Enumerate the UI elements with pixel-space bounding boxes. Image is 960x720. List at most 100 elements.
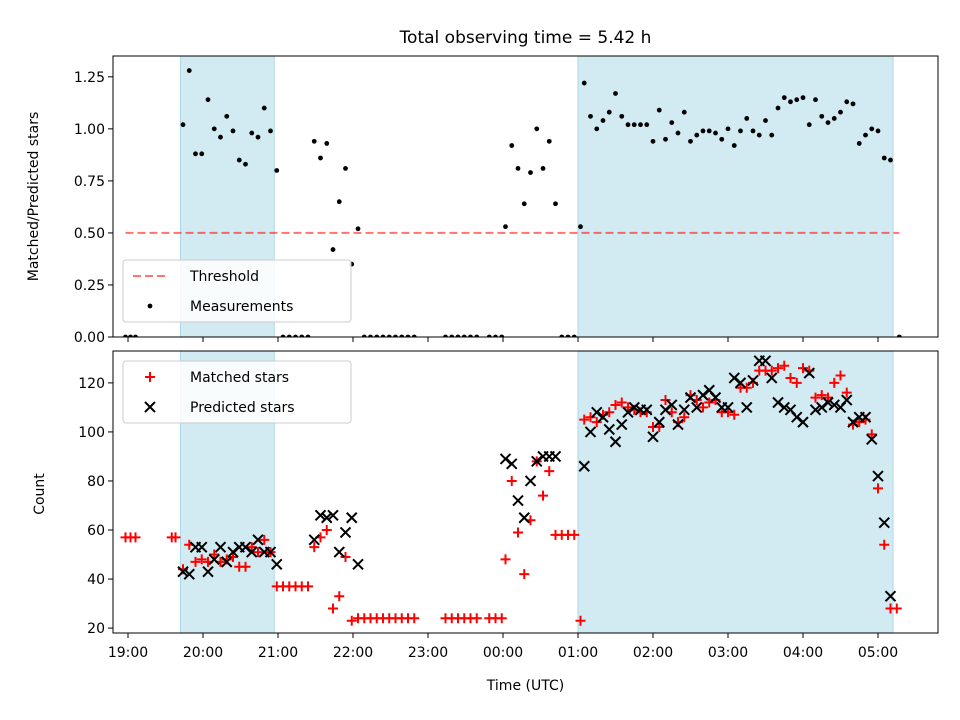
measurement-point [305, 334, 311, 337]
predicted-star-point [803, 367, 815, 379]
measurement-point [399, 334, 405, 337]
measurement-point [443, 334, 448, 337]
measurement-point [268, 128, 273, 134]
predicted-star-point [196, 541, 208, 553]
bottom-legend: Matched stars Predicted stars [122, 360, 352, 424]
matched-star-point [544, 466, 555, 477]
matched-star-point [660, 395, 671, 406]
top-y-tick-label: 0.00 [74, 330, 105, 346]
chart-title: Total observing time = 5.42 h [399, 28, 652, 48]
legend-label: Threshold [189, 269, 259, 285]
measurement-point [725, 126, 731, 132]
measurement-point [738, 128, 743, 134]
x-tick-label: 19:00 [108, 645, 148, 661]
measurement-point [559, 334, 565, 337]
predicted-star-point [722, 401, 734, 414]
measurement-point [694, 132, 700, 138]
measurement-point [581, 80, 587, 86]
x-axis-label: Time (UTC) [486, 678, 564, 694]
measurement-point [756, 132, 762, 138]
measurement-point [775, 105, 781, 111]
predicted-star-point [549, 450, 562, 463]
measurement-point [819, 113, 825, 119]
measurement-point [631, 122, 637, 128]
matched-star-point [228, 551, 238, 562]
matched-star-point [190, 556, 201, 567]
measurement-point [719, 136, 725, 142]
predicted-star-point [841, 394, 853, 406]
matched-star-point [253, 547, 263, 558]
measurement-point [588, 113, 593, 119]
predicted-star-point [321, 512, 333, 524]
measurement-point [750, 128, 756, 134]
predicted-star-point [672, 418, 684, 431]
matched-star-point [791, 377, 802, 388]
matched-star-point [854, 417, 865, 428]
predicted-star-point [684, 391, 697, 404]
measurement-point [546, 138, 552, 144]
matched-star-point [328, 603, 338, 614]
matched-star-point [785, 372, 796, 383]
bottom-shaded-interval [577, 351, 894, 633]
measurement-point [336, 199, 342, 205]
measurement-point [571, 334, 577, 337]
top-y-tick-label: 0.75 [74, 174, 105, 190]
measurement-point [361, 334, 367, 337]
top-y-tick-label: 1.25 [74, 70, 105, 86]
x-tick-label: 03:00 [708, 645, 748, 661]
measurement-point [875, 128, 881, 134]
bottom-y-tick-label: 20 [87, 621, 105, 637]
matched-star-point [334, 591, 345, 602]
predicted-star-point [747, 374, 759, 387]
measurement-point [663, 136, 668, 142]
matched-star-point [585, 412, 596, 423]
measurement-point [280, 334, 286, 337]
predicted-star-point [271, 558, 283, 571]
predicted-star-point [597, 411, 609, 423]
measurement-point [606, 109, 612, 115]
matched-star-point [616, 397, 627, 408]
legend-predicted-swatch [144, 401, 156, 413]
predicted-star-point [246, 546, 258, 558]
top-shaded-interval [577, 56, 894, 337]
predicted-star-point [221, 556, 233, 568]
measurement-point [374, 334, 380, 337]
predicted-star-point [346, 512, 358, 524]
matched-star-point [240, 561, 251, 572]
predicted-star-point [641, 404, 653, 416]
matched-star-point [569, 529, 580, 540]
measurement-point [806, 122, 812, 128]
predicted-star-point [584, 426, 597, 438]
measurement-point [613, 91, 618, 96]
predicted-star-point [678, 404, 690, 416]
matched-star-point [538, 490, 548, 501]
bottom-axes-frame [112, 350, 939, 634]
measurement-point [700, 128, 706, 134]
measurement-point [534, 126, 540, 132]
measurement-point [286, 334, 292, 337]
matched-star-point [704, 397, 715, 408]
x-tick-label: 20:00 [183, 645, 223, 661]
predicted-star-point [308, 534, 320, 546]
measurement-point [856, 141, 862, 146]
measurement-point [706, 128, 712, 134]
measurement-point [455, 334, 461, 337]
measurement-point [675, 130, 681, 136]
top-plot-area [123, 56, 902, 337]
matched-star-point [698, 402, 708, 413]
predicted-star-point [759, 355, 772, 367]
measurement-point [515, 166, 521, 171]
matched-star-point [303, 581, 313, 592]
measurement-point [769, 132, 775, 138]
matched-star-point [779, 360, 790, 371]
matched-star-point [575, 615, 586, 626]
measurement-point [763, 118, 768, 123]
measurement-point [243, 161, 248, 167]
matched-star-point [879, 539, 890, 550]
predicted-star-point [766, 372, 778, 384]
measurement-point [850, 101, 856, 107]
matched-star-point [773, 363, 783, 374]
top-y-axis-label: Matched/Predicted stars [26, 112, 42, 282]
x-tick-label: 01:00 [558, 645, 598, 661]
matched-star-point [196, 554, 207, 565]
